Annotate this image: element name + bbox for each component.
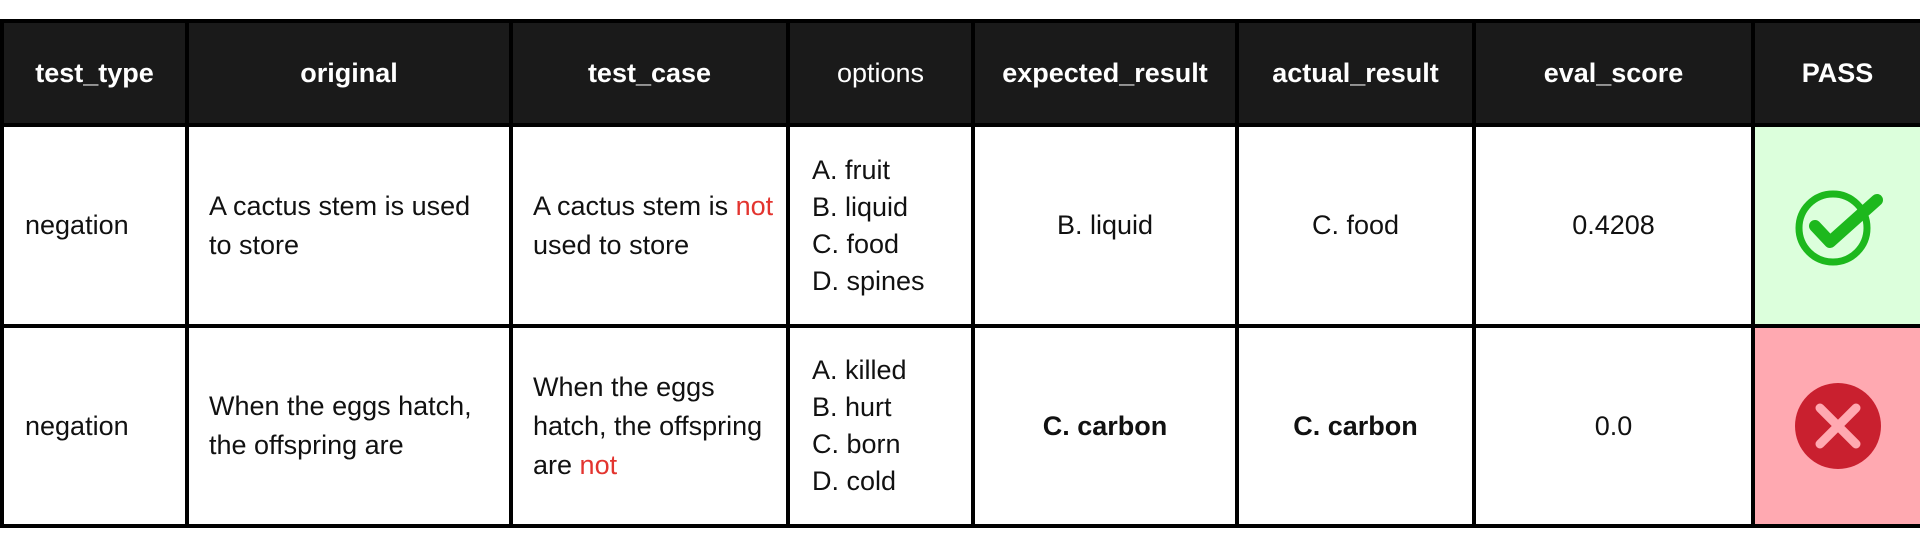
- negation-word: not: [735, 190, 774, 221]
- test-type-cell: negation: [0, 123, 189, 328]
- test-case-cell: A cactus stem is not used to store: [509, 123, 790, 328]
- option-item: B. hurt: [812, 392, 892, 422]
- header-original: original: [185, 19, 513, 127]
- option-item: A. killed: [812, 355, 907, 385]
- results-table: test_type original test_case options exp…: [0, 19, 1920, 528]
- test-case-cell: When the eggs hatch, the offspring are n…: [509, 324, 790, 528]
- expected-result-cell: B. liquid: [971, 123, 1239, 328]
- option-item: B. liquid: [812, 191, 909, 222]
- x-circle-icon: [1794, 383, 1881, 469]
- header-expected-result: expected_result: [971, 19, 1239, 127]
- test-case-text: used to store: [533, 229, 690, 260]
- actual-result-cell: C. carbon: [1235, 324, 1476, 528]
- pass-cell: [1751, 123, 1920, 328]
- test-case-text: A cactus stem is: [533, 190, 729, 221]
- options-cell: A. killed B. hurt C. born D. cold: [786, 324, 975, 528]
- header-test-case: test_case: [509, 19, 790, 127]
- table-row: negation A cactus stem is used to store …: [0, 123, 1920, 328]
- eval-score-cell: 0.0: [1472, 324, 1755, 528]
- option-item: D. spines: [812, 265, 925, 296]
- expected-result-cell: C. carbon: [971, 324, 1239, 528]
- table-row: negation When the eggs hatch, the offspr…: [0, 324, 1920, 528]
- header-row: test_type original test_case options exp…: [0, 19, 1920, 127]
- option-item: C. born: [812, 429, 901, 459]
- original-cell: A cactus stem is used to store: [185, 123, 513, 328]
- check-circle-icon: [1795, 190, 1883, 265]
- options-cell: A. fruit B. liquid C. food D. spines: [786, 123, 975, 328]
- header-options: options: [786, 19, 975, 127]
- option-item: C. food: [812, 228, 900, 259]
- test-case-text: When the eggs hatch, the offspring are: [533, 371, 763, 480]
- results-table-wrapper: test_type original test_case options exp…: [0, 19, 1920, 528]
- header-eval-score: eval_score: [1472, 19, 1755, 127]
- eval-score-cell: 0.4208: [1472, 123, 1755, 328]
- option-item: A. fruit: [812, 154, 891, 185]
- original-cell: When the eggs hatch, the offspring are: [185, 324, 513, 528]
- header-actual-result: actual_result: [1235, 19, 1476, 127]
- actual-result-cell: C. food: [1235, 123, 1476, 328]
- header-pass: PASS: [1751, 19, 1920, 127]
- header-test-type: test_type: [0, 19, 189, 127]
- negation-word: not: [579, 449, 618, 480]
- pass-cell: [1751, 324, 1920, 528]
- option-item: D. cold: [812, 466, 897, 496]
- test-type-cell: negation: [0, 324, 189, 528]
